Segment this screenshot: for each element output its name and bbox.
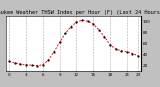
Title: Milwaukee Weather THSW Index per Hour (F) (Last 24 Hours): Milwaukee Weather THSW Index per Hour (F… bbox=[0, 10, 160, 15]
